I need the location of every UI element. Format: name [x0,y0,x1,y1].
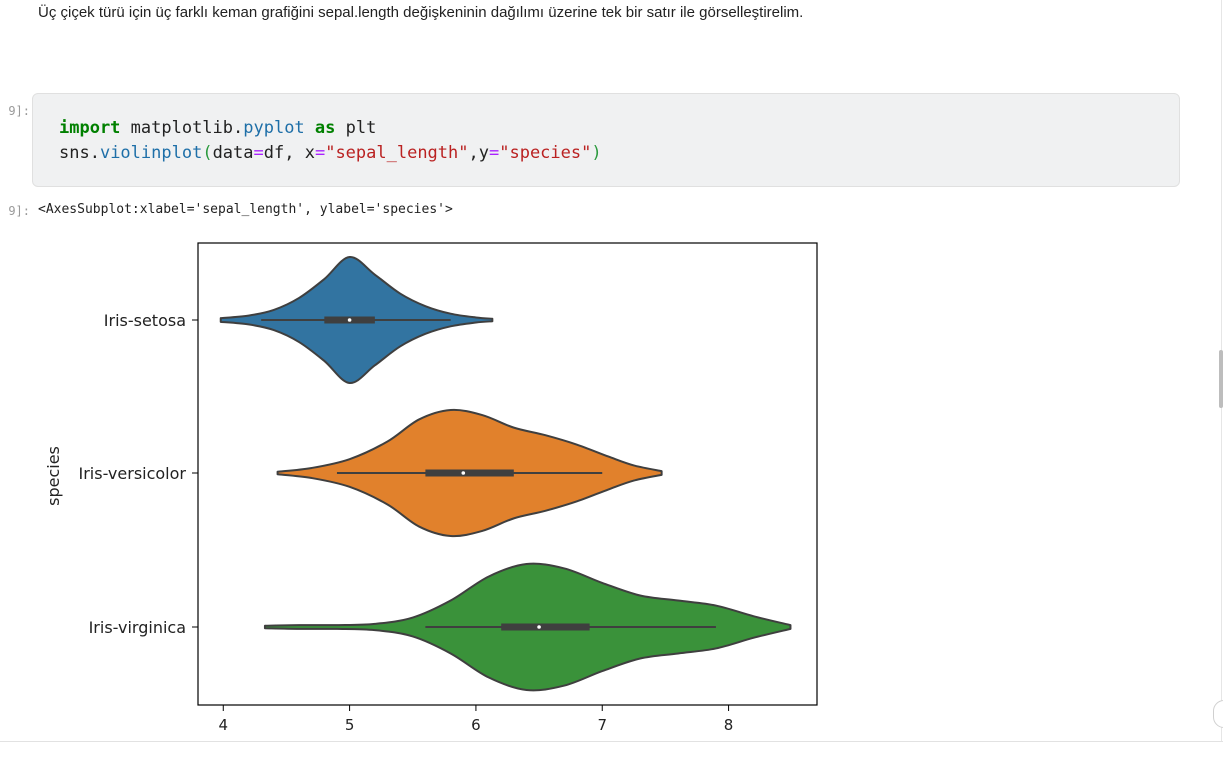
module-name: matplotlib. [120,118,244,138]
median-dot-iris-virginica [537,625,541,629]
y-tick-label: Iris-versicolor [79,464,187,483]
cell-divider [0,741,1223,742]
y-axis-label: species [44,446,63,506]
object-name: sns. [59,143,100,163]
y-tick-label: Iris-setosa [104,311,186,330]
iqr-box-iris-virginica [501,623,590,631]
operator-eq: = [253,143,264,163]
x-tick-label: 8 [724,716,734,734]
y-tick-label: Iris-virginica [89,618,186,637]
x-tick-label: 6 [471,716,481,734]
x-tick-label: 4 [218,716,228,734]
output-repr-text: <AxesSubplot:xlabel='sepal_length', ylab… [38,202,453,217]
operator-eq: = [314,143,326,163]
collapse-handle[interactable] [1213,700,1223,728]
iqr-box-iris-versicolor [425,469,514,477]
code-line-1: import matplotlib.pyplot as plt [59,118,376,138]
string-literal: "sepal_length" [325,143,469,163]
function-name: violinplot [99,143,203,163]
axes-frame [197,242,818,706]
arg-data: data [212,143,254,163]
input-prompt: 9]: [8,104,30,118]
median-dot-iris-versicolor [461,471,466,475]
close-paren: ) [591,143,602,163]
code-cell-editor[interactable]: import matplotlib.pyplot as plt sns.viol… [32,93,1180,187]
arg-value: df, x [263,143,315,163]
open-paren: ( [202,143,213,163]
keyword-import: import [59,118,121,138]
markdown-cell-text: Üç çiçek türü için üç farklı keman grafi… [38,4,804,21]
scrollbar-thumb[interactable] [1219,350,1223,408]
median-dot-iris-setosa [347,318,352,322]
string-literal: "species" [499,143,592,163]
keyword-as: as [314,118,336,138]
output-prompt: 9]: [8,204,30,218]
submodule-name: pyplot [243,118,305,138]
x-tick-label: 7 [597,716,607,734]
code-line-2: sns.violinplot(data=df, x="sepal_length"… [59,143,602,163]
operator-eq: = [488,143,500,163]
alias-name: plt [335,118,377,138]
x-tick-label: 5 [345,716,355,734]
arg-y: ,y [468,143,489,163]
